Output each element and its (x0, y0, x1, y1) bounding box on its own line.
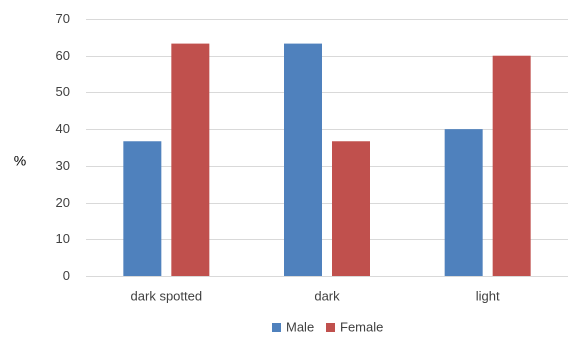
legend-label: Male (286, 319, 314, 334)
y-tick-label: 0 (63, 268, 70, 283)
legend-swatch (272, 323, 281, 332)
gridlines (86, 19, 568, 277)
y-tick-label: 70 (56, 11, 70, 26)
x-tick-label: dark spotted (131, 288, 203, 303)
y-tick-label: 20 (56, 195, 70, 210)
y-tick-label: 40 (56, 121, 70, 136)
y-tick-label: 30 (56, 158, 70, 173)
y-tick-label: 50 (56, 84, 70, 99)
x-tick-label: dark (314, 288, 340, 303)
legend-item-female: Female (326, 319, 383, 334)
legend-label: Female (340, 319, 383, 334)
y-axis-title: % (14, 153, 26, 169)
legend: Male Female (272, 319, 383, 334)
y-tick-label: 60 (56, 48, 70, 63)
bar-female-dark-spotted (171, 43, 210, 276)
bar-male-dark-spotted (123, 141, 162, 276)
legend-item-male: Male (272, 319, 314, 334)
bar-male-dark (284, 43, 322, 276)
bar-female-dark (332, 141, 370, 276)
y-axis-ticks: 0 10 20 30 40 50 60 70 (56, 11, 70, 283)
legend-swatch (326, 323, 335, 332)
bar-female-light (492, 55, 531, 276)
bar-male-light (444, 129, 483, 276)
x-tick-label: light (476, 288, 500, 303)
bars (123, 43, 531, 276)
x-axis-ticks: dark spotted dark light (131, 288, 500, 303)
y-tick-label: 10 (56, 231, 70, 246)
